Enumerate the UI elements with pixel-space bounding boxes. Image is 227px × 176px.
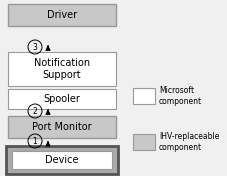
Text: Microsoft
component: Microsoft component bbox=[159, 86, 202, 106]
Text: Notification
Support: Notification Support bbox=[34, 58, 90, 80]
Bar bbox=[133, 134, 155, 150]
Text: Spooler: Spooler bbox=[44, 94, 80, 104]
Text: 2: 2 bbox=[33, 106, 37, 115]
Text: Device: Device bbox=[45, 155, 79, 165]
Text: IHV-replaceable
component: IHV-replaceable component bbox=[159, 132, 219, 152]
Text: Driver: Driver bbox=[47, 10, 77, 20]
Bar bbox=[6, 146, 118, 174]
Bar bbox=[12, 151, 112, 169]
Text: 3: 3 bbox=[32, 42, 37, 52]
Bar bbox=[8, 89, 116, 109]
Bar bbox=[8, 4, 116, 26]
Text: 1: 1 bbox=[33, 137, 37, 146]
Bar bbox=[8, 52, 116, 86]
Bar bbox=[133, 88, 155, 104]
Bar bbox=[8, 116, 116, 138]
Text: Port Monitor: Port Monitor bbox=[32, 122, 92, 132]
